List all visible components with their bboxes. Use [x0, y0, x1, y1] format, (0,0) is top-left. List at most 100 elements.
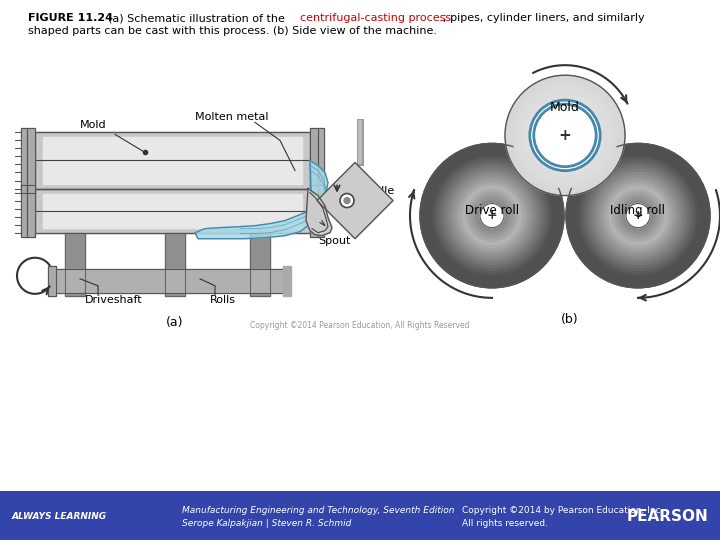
Bar [310, 185, 318, 237]
Bar [310, 129, 318, 193]
Circle shape [457, 181, 526, 250]
Circle shape [592, 170, 684, 262]
Bar [250, 233, 270, 296]
Text: Molten metal: Molten metal [195, 112, 269, 123]
Circle shape [437, 161, 546, 271]
Circle shape [545, 116, 585, 156]
Bar [318, 129, 324, 193]
Circle shape [589, 166, 687, 265]
Text: Driveshaft: Driveshaft [85, 295, 143, 305]
Circle shape [600, 178, 675, 253]
Text: All rights reserved.: All rights reserved. [462, 518, 548, 528]
Text: shaped parts can be cast with this process. (b) Side view of the machine.: shaped parts can be cast with this proce… [28, 26, 437, 36]
Bar [310, 185, 318, 237]
Circle shape [621, 198, 655, 233]
Circle shape [477, 201, 506, 230]
Circle shape [606, 184, 670, 247]
Circle shape [577, 155, 698, 276]
Circle shape [449, 172, 535, 259]
Bar [48, 266, 56, 296]
Circle shape [483, 207, 500, 224]
Bar [55, 269, 285, 293]
Circle shape [489, 213, 495, 219]
Circle shape [553, 123, 577, 147]
Bar [27, 129, 35, 193]
Circle shape [529, 99, 601, 172]
Circle shape [469, 192, 515, 239]
Text: Drive roll: Drive roll [465, 204, 519, 217]
Text: PEARSON: PEARSON [626, 509, 708, 524]
Circle shape [521, 91, 609, 179]
Text: FIGURE 11.24: FIGURE 11.24 [28, 13, 113, 23]
Circle shape [344, 198, 350, 204]
Circle shape [454, 178, 529, 253]
Bar [165, 233, 185, 296]
Circle shape [513, 83, 617, 187]
Text: (b): (b) [561, 313, 579, 326]
Circle shape [598, 175, 678, 256]
Circle shape [583, 161, 693, 271]
Bar [318, 185, 324, 237]
Bar [35, 188, 310, 233]
Text: Mold: Mold [80, 120, 107, 130]
Circle shape [612, 190, 664, 241]
Text: +: + [487, 209, 498, 222]
Text: Spout: Spout [318, 235, 351, 246]
Circle shape [569, 146, 707, 285]
Text: Mold: Mold [550, 101, 580, 114]
Circle shape [626, 204, 650, 228]
Circle shape [431, 155, 552, 276]
Text: Copyright ©2014 Pearson Education, All Rights Reserved: Copyright ©2014 Pearson Education, All R… [251, 321, 469, 330]
Circle shape [549, 119, 581, 151]
Circle shape [586, 164, 690, 268]
Circle shape [632, 210, 644, 221]
Circle shape [340, 193, 354, 207]
Circle shape [595, 172, 681, 259]
Circle shape [575, 152, 701, 279]
Circle shape [557, 127, 573, 144]
Circle shape [615, 192, 661, 239]
Circle shape [423, 146, 561, 285]
Bar [35, 132, 310, 188]
Circle shape [603, 181, 672, 250]
Text: Rolls: Rolls [210, 295, 236, 305]
Circle shape [635, 213, 641, 219]
Circle shape [580, 158, 696, 273]
Circle shape [463, 187, 521, 245]
Bar [21, 129, 27, 193]
Bar [65, 233, 85, 296]
Bar [165, 233, 185, 296]
Bar [21, 129, 27, 193]
Circle shape [624, 201, 652, 230]
Circle shape [428, 152, 555, 279]
Text: centrifugal-casting process: centrifugal-casting process [300, 13, 451, 23]
Bar [21, 185, 27, 237]
Circle shape [426, 149, 558, 282]
Circle shape [472, 195, 512, 236]
Circle shape [626, 204, 649, 227]
Circle shape [509, 79, 621, 192]
Bar [65, 233, 85, 296]
Bar [43, 193, 302, 228]
Bar [27, 185, 35, 237]
Polygon shape [306, 188, 332, 235]
Text: +: + [559, 128, 572, 143]
Text: ALWAYS LEARNING: ALWAYS LEARNING [12, 512, 107, 521]
Text: Idling roll: Idling roll [611, 204, 665, 217]
Circle shape [466, 190, 518, 241]
Text: (a): (a) [166, 316, 184, 329]
Bar [48, 266, 56, 296]
Text: +: + [633, 209, 643, 222]
Polygon shape [317, 163, 393, 239]
Circle shape [525, 95, 605, 176]
Text: (a) Schematic illustration of the: (a) Schematic illustration of the [108, 13, 289, 23]
Text: Ladle: Ladle [365, 186, 395, 195]
Circle shape [566, 144, 710, 288]
Bar [318, 185, 324, 237]
Circle shape [446, 170, 538, 262]
Bar [283, 266, 291, 296]
Circle shape [486, 210, 498, 221]
Circle shape [460, 184, 523, 247]
Circle shape [480, 204, 503, 227]
Circle shape [517, 87, 613, 184]
